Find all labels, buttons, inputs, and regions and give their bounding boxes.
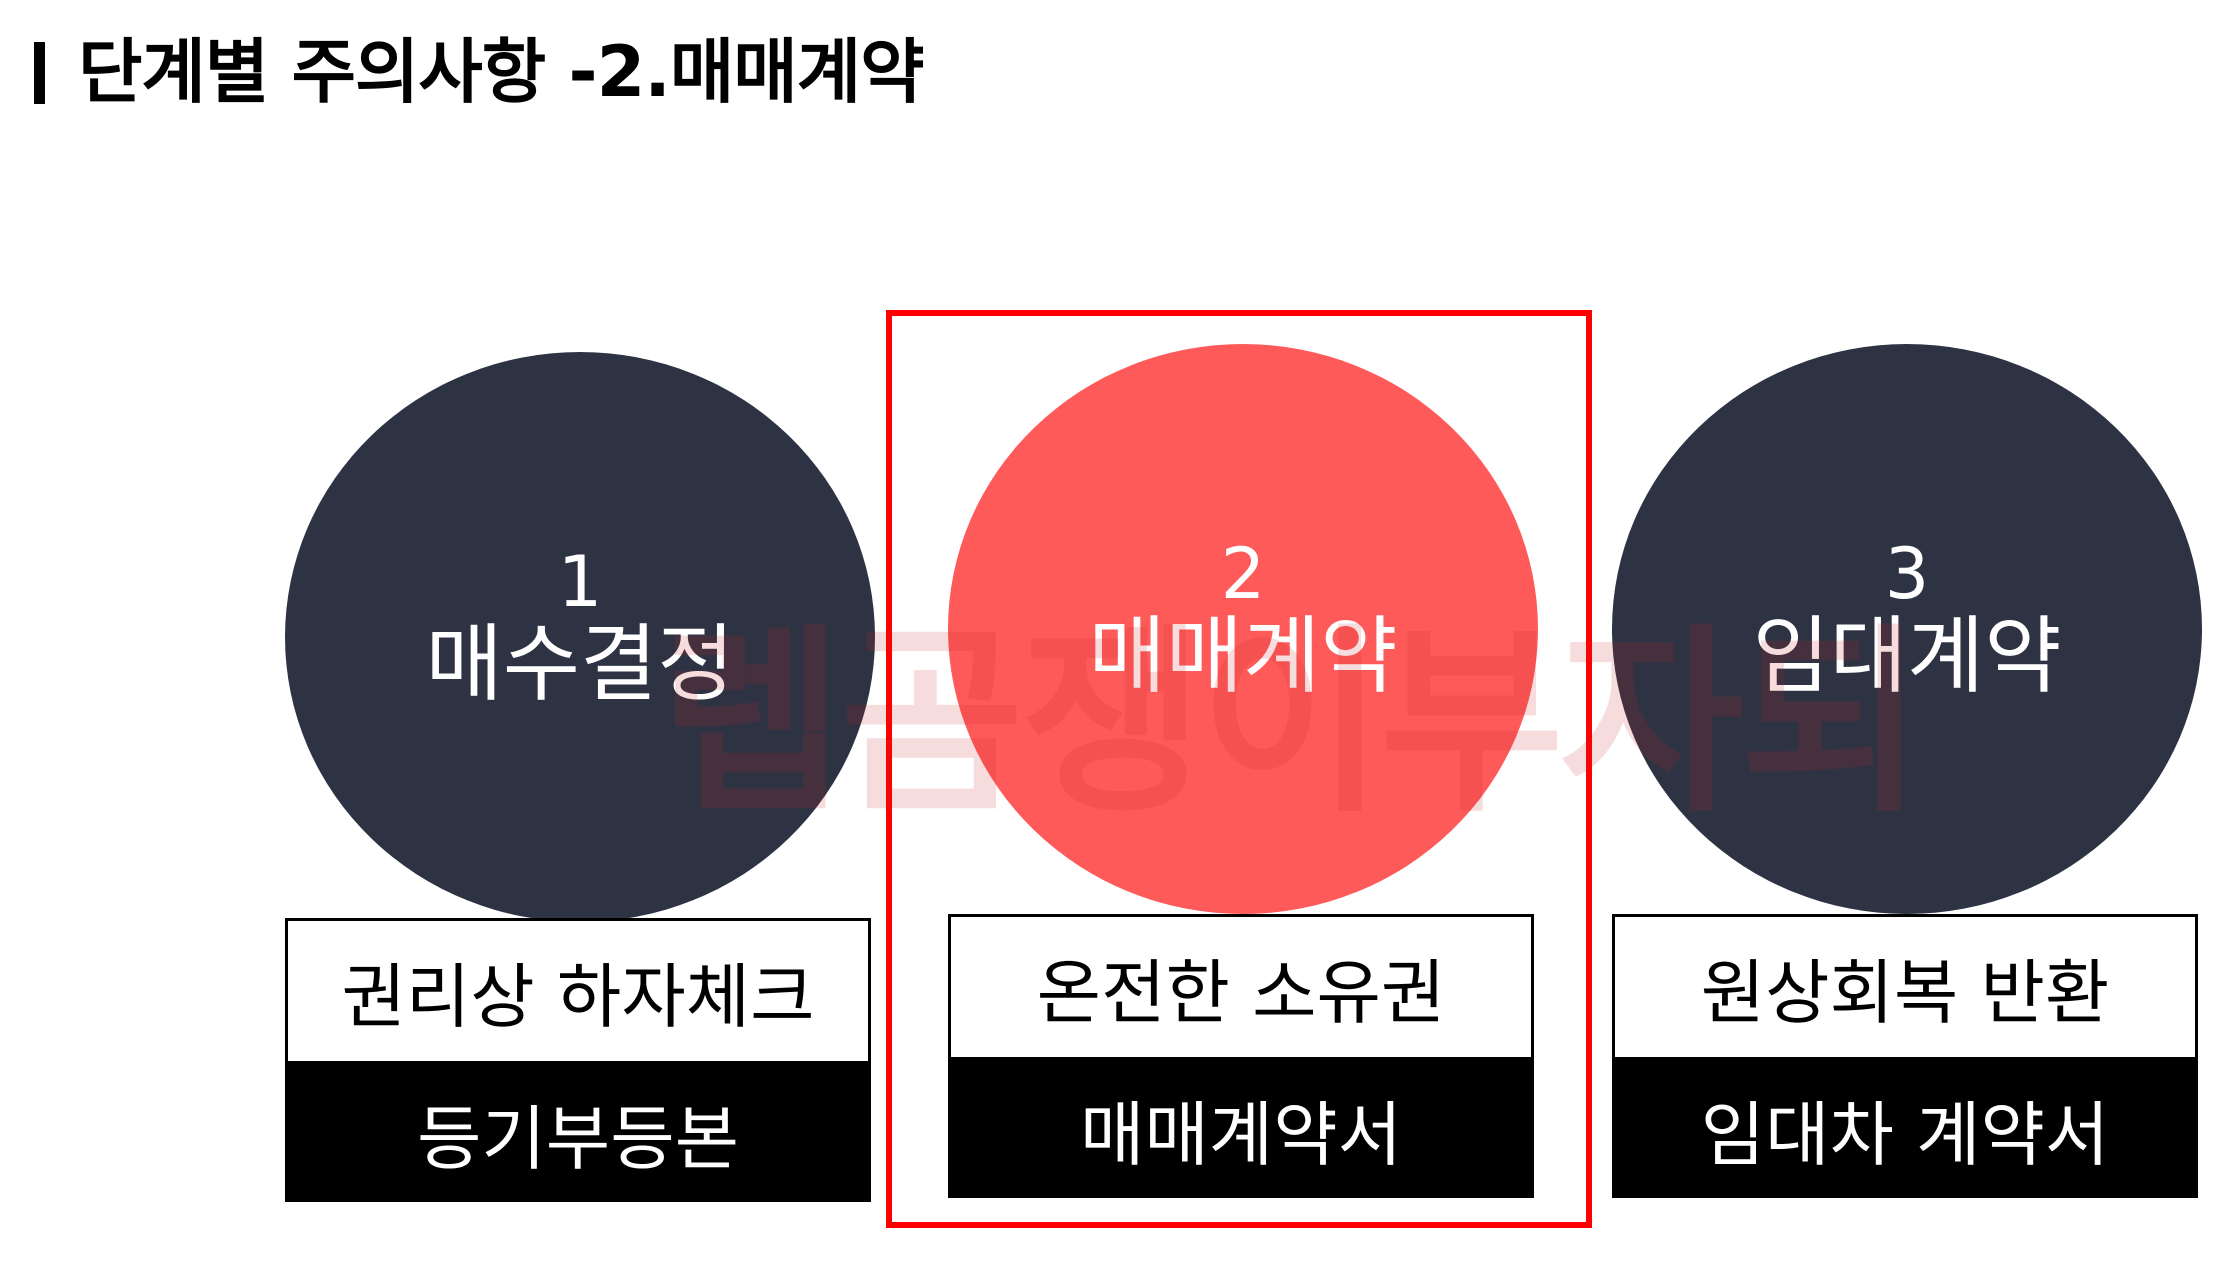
step-3-number: 3 [1884,533,1930,615]
step-2-number: 2 [1220,533,1266,615]
step-1-document: 등기부등본 [288,1064,868,1202]
step-2-highlight-frame [886,310,1592,1228]
step-3-check-item: 원상회복 반환 [1615,917,2195,1060]
step-2-circle: 2 매매계약 [948,344,1538,914]
step-2-document: 매매계약서 [951,1060,1531,1198]
step-3-circle: 3 임대계약 [1612,344,2202,914]
step-1-box: 권리상 하자체크 등기부등본 [285,918,871,1202]
step-3-box: 원상회복 반환 임대차 계약서 [1612,914,2198,1198]
step-1-label: 매수결정 [425,615,735,713]
step-3-document: 임대차 계약서 [1615,1060,2195,1198]
step-1-number: 1 [557,541,603,623]
step-2-label: 매매계약 [1088,607,1398,705]
step-2-box: 온전한 소유권 매매계약서 [948,914,1534,1198]
step-1-circle: 1 매수결정 [285,352,875,922]
step-2-check-item: 온전한 소유권 [951,917,1531,1060]
page-title: 단계별 주의사항 -2.매매계약 [78,31,924,113]
title-accent-bar [34,42,45,104]
step-3-label: 임대계약 [1752,607,2062,705]
step-1-check-item: 권리상 하자체크 [288,921,868,1064]
